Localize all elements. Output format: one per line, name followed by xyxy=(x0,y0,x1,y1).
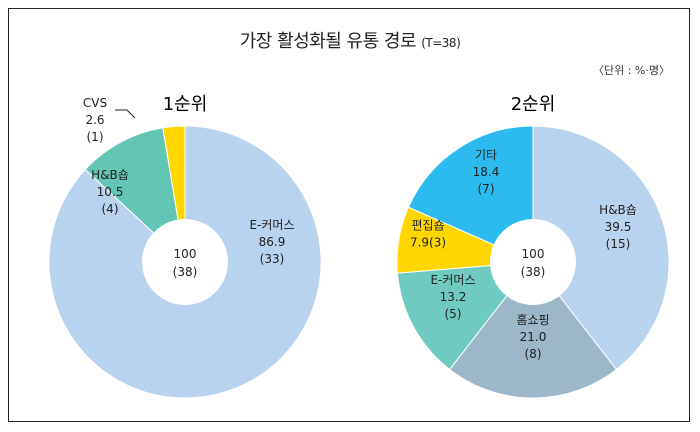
leader-line-cvs xyxy=(115,109,136,119)
slice-label-name-ecommerce: E-커머스 xyxy=(430,273,475,287)
pie-title: 2순위 xyxy=(511,94,556,115)
slice-label-value-home-shopping: 21.0 xyxy=(520,330,547,344)
center-total: 100 xyxy=(522,247,545,261)
donut-chart-2: 100 (38) 2순위 H&B숍 39.5 (15) 홈쇼핑 21.0 (8) E-커머스 13.… xyxy=(396,94,670,399)
center-count: (38) xyxy=(173,265,198,279)
slice-label-value-etc: 18.4 xyxy=(473,165,500,179)
slice-label-name-home-shopping: 홈쇼핑 xyxy=(516,313,549,327)
donut-chart-1: 100 (38) 1순위 E-커머스 86.9 (33) H&B숍 10.5 (4) CVS 2.6… xyxy=(48,94,322,399)
slice-label-count-ecommerce: (5) xyxy=(445,307,462,321)
slice-label-name-hb-shop: H&B숍 xyxy=(91,168,129,182)
chart-title-text: 가장 활성화될 유통 경로 xyxy=(239,31,417,52)
donut-hole xyxy=(490,219,576,305)
slice-etc xyxy=(407,125,534,263)
pie-title: 1순위 xyxy=(163,94,208,115)
slice-label-value-edit-shop: 7.9(3) xyxy=(410,236,446,250)
slice-label-count-etc: (7) xyxy=(478,182,495,196)
unit-label: 〈단위 : %·명〉 xyxy=(592,64,670,77)
donut-hole xyxy=(142,219,228,305)
slice-label-value-hb-shop: 39.5 xyxy=(605,220,632,234)
slice-label-value-ecommerce: 86.9 xyxy=(259,235,286,249)
slice-label-count-ecommerce: (33) xyxy=(260,252,285,266)
slice-hb-shop xyxy=(532,125,670,371)
slice-label-count-home-shopping: (8) xyxy=(525,347,542,361)
slice-label-name-edit-shop: 편집숍 xyxy=(411,219,444,233)
slice-label-name-cvs: CVS xyxy=(83,96,107,110)
slice-home-shopping xyxy=(448,261,618,399)
slice-label-name-etc: 기타 xyxy=(475,148,497,162)
slice-label-value-hb-shop: 10.5 xyxy=(97,185,124,199)
slice-label-count-cvs: (1) xyxy=(87,130,104,144)
slice-label-value-cvs: 2.6 xyxy=(85,113,104,127)
slice-label-name-hb-shop: H&B숍 xyxy=(599,203,637,217)
slice-label-count-hb-shop: (15) xyxy=(606,237,631,251)
center-count: (38) xyxy=(521,265,546,279)
slice-ecommerce xyxy=(396,261,535,371)
slice-label-value-ecommerce: 13.2 xyxy=(440,290,467,304)
slice-label-count-hb-shop: (4) xyxy=(102,202,119,216)
slice-label-name-ecommerce: E-커머스 xyxy=(249,218,294,232)
center-total: 100 xyxy=(174,247,197,261)
chart-title-note: (T=38) xyxy=(421,36,461,50)
chart-title: 가장 활성화될 유통 경로 (T=38) xyxy=(0,27,700,53)
